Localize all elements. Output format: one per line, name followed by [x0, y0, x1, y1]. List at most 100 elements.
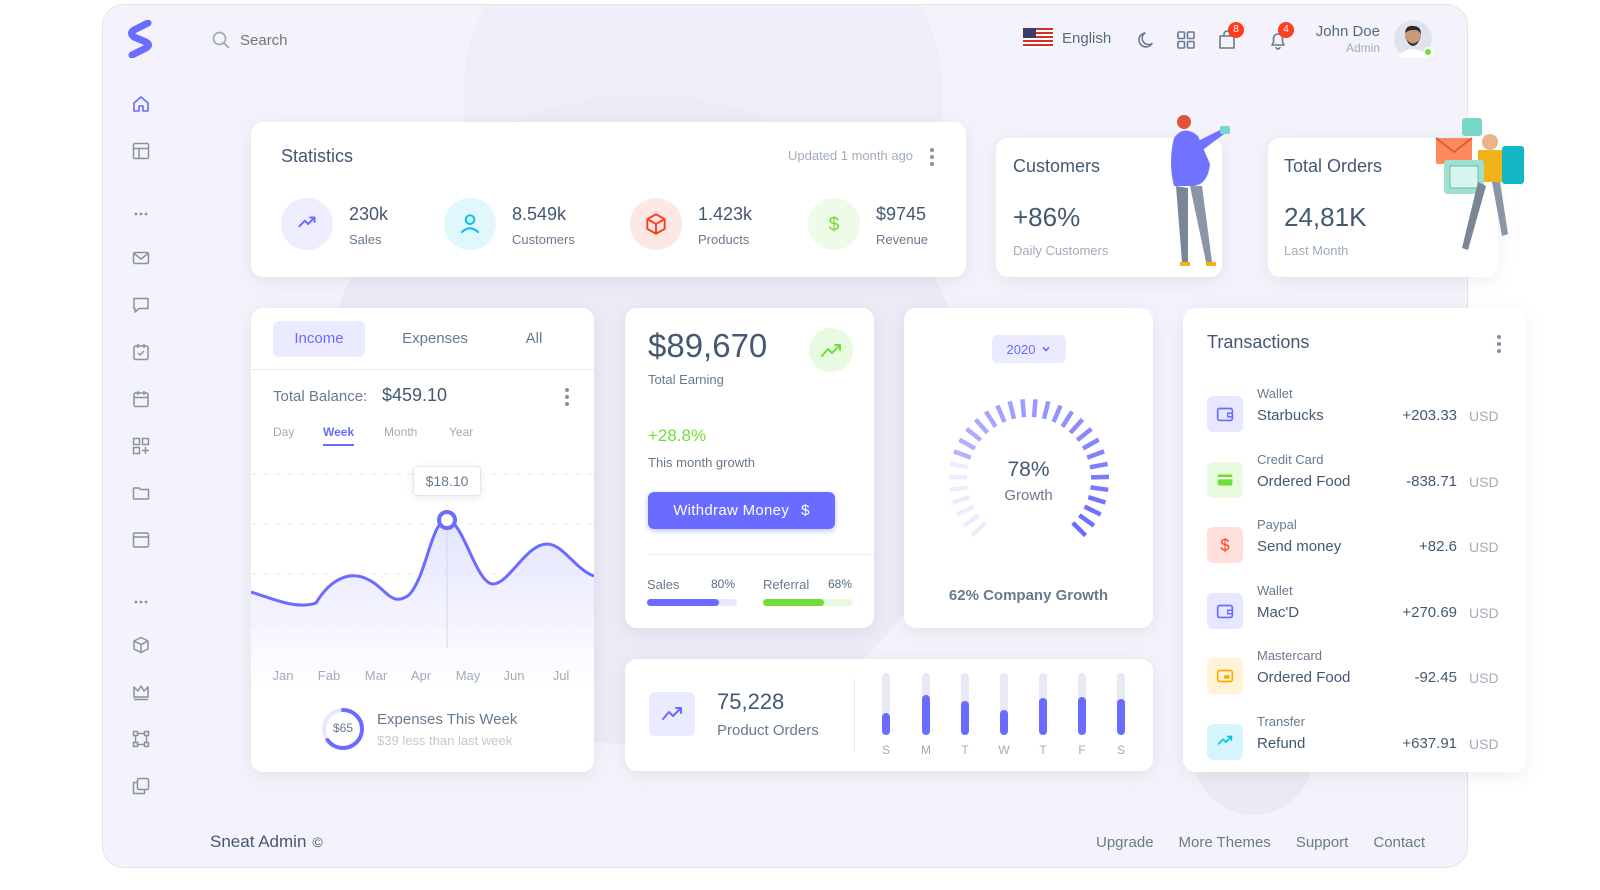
cube-icon: [646, 213, 666, 235]
vector-icon[interactable]: [131, 729, 151, 749]
transaction-row[interactable]: $ Paypal Send money +82.6 USD: [1183, 517, 1526, 569]
folder-icon[interactable]: [131, 483, 151, 503]
transaction-amount: +82.6: [1419, 538, 1457, 555]
shortcuts-button[interactable]: [1176, 30, 1196, 55]
crown-icon[interactable]: [131, 682, 151, 702]
tab-all[interactable]: All: [525, 330, 543, 347]
period-year[interactable]: Year: [449, 425, 474, 439]
transaction-name: Ordered Food: [1257, 472, 1351, 490]
user-icon: [460, 214, 480, 234]
growth-tick: [965, 427, 983, 442]
product-orders-card: 75,228 Product Orders S M T W T F S: [625, 659, 1153, 771]
user-info[interactable]: John Doe Admin: [1300, 23, 1380, 55]
day-label: F: [1078, 743, 1086, 757]
customers-label: Daily Customers: [1013, 243, 1109, 258]
stat-value: 230k: [349, 204, 389, 224]
transaction-row[interactable]: Wallet Starbucks +203.33 USD: [1183, 386, 1526, 438]
transaction-row[interactable]: Transfer Refund +637.91 USD: [1183, 714, 1526, 766]
footer-brand: Sneat Admin ©: [210, 832, 323, 852]
stat-item: $ $9745 Revenue: [808, 198, 958, 252]
balance-label: Total Balance:: [273, 388, 368, 405]
cart-button[interactable]: 8: [1217, 22, 1244, 55]
transaction-row[interactable]: Credit Card Ordered Food -838.71 USD: [1183, 452, 1526, 504]
layout-icon[interactable]: [131, 141, 151, 161]
search-icon: [212, 31, 230, 49]
growth-tick: [1083, 504, 1102, 517]
x-axis-label: Apr: [410, 668, 432, 683]
growth-tick: [1075, 427, 1093, 442]
window-icon[interactable]: [131, 530, 151, 550]
transaction-amount: +637.91: [1402, 734, 1457, 752]
transaction-name: Starbucks: [1257, 407, 1324, 424]
bar-track: [922, 673, 930, 735]
transaction-row[interactable]: Wallet Mac'D +270.69 USD: [1183, 583, 1526, 635]
year-dropdown[interactable]: 2020: [992, 335, 1066, 363]
stat-icon-badge: [281, 198, 333, 250]
growth-percent: 78%: [1007, 458, 1050, 481]
stat-icon-badge: [444, 198, 496, 250]
more-options-icon[interactable]: [565, 388, 569, 409]
transaction-icon-badge: [1207, 658, 1243, 694]
cube-icon[interactable]: [131, 635, 151, 655]
language-dropdown[interactable]: English: [1023, 28, 1111, 48]
trending-up-icon: [821, 344, 841, 357]
growth-tick: [1020, 399, 1027, 418]
transaction-icon-badge: [1207, 396, 1243, 432]
company-growth-text: 62% Company Growth: [948, 587, 1109, 604]
divider: [648, 554, 874, 555]
svg-text:$: $: [1220, 537, 1229, 555]
growth-tick: [1051, 404, 1063, 423]
mail-icon[interactable]: [131, 248, 151, 268]
brand-logo[interactable]: [126, 19, 156, 59]
sales-label: Sales: [647, 577, 680, 592]
search-bar[interactable]: [212, 30, 360, 50]
chat-icon[interactable]: [131, 295, 151, 315]
stat-label: Sales: [349, 232, 382, 247]
growth-label: This month growth: [648, 455, 755, 470]
footer-link-contact[interactable]: Contact: [1373, 834, 1426, 851]
growth-radial-chart: [948, 399, 1110, 538]
shopping-person-illustration: [1435, 118, 1524, 250]
more-options-icon[interactable]: [1497, 335, 1501, 356]
footer-link-more-themes[interactable]: More Themes: [1178, 834, 1271, 851]
person-illustration: [1171, 115, 1230, 266]
growth-tick: [1090, 485, 1109, 493]
more-options-icon[interactable]: [930, 148, 934, 169]
transaction-type: Mastercard: [1257, 648, 1323, 663]
growth-tick: [949, 485, 968, 493]
tab-income[interactable]: Income: [294, 330, 344, 347]
grid-plus-icon[interactable]: [131, 436, 151, 456]
footer-link-upgrade[interactable]: Upgrade: [1096, 834, 1154, 851]
period-week[interactable]: Week: [323, 425, 355, 446]
day-label: S: [1116, 743, 1125, 757]
transaction-name: Mac'D: [1257, 603, 1300, 621]
calendar-icon[interactable]: [131, 389, 151, 409]
notifications-button[interactable]: 4: [1268, 22, 1294, 55]
x-axis-label: Jan: [272, 668, 294, 683]
period-month[interactable]: Month: [384, 425, 418, 439]
sales-progress-fill: [647, 599, 719, 606]
withdraw-money-button[interactable]: Withdraw Money $: [648, 492, 835, 529]
tab-expenses[interactable]: Expenses: [402, 330, 468, 347]
growth-tick: [995, 404, 1007, 423]
footer-link-support[interactable]: Support: [1295, 834, 1349, 851]
copy-icon[interactable]: [131, 776, 151, 796]
transaction-row[interactable]: Mastercard Ordered Food -92.45 USD: [1183, 648, 1526, 700]
period-day[interactable]: Day: [273, 425, 295, 439]
chart-tooltip: $18.10: [413, 466, 481, 496]
tab-income-bg: [273, 321, 365, 357]
stat-value: $9745: [876, 204, 927, 224]
theme-toggle[interactable]: [1137, 30, 1157, 55]
search-input[interactable]: [240, 31, 360, 49]
x-axis-label: May: [455, 668, 481, 683]
copyright-icon: ©: [312, 834, 323, 850]
order-bar: [1078, 696, 1086, 735]
calendar-check-icon[interactable]: [131, 342, 151, 362]
active-point[interactable]: [437, 510, 457, 530]
avatar[interactable]: [1394, 20, 1433, 58]
balance-value: $459.10: [382, 385, 448, 405]
growth-tick: [1060, 410, 1074, 428]
home-icon[interactable]: [131, 94, 151, 114]
x-axis-label: Fab: [317, 668, 341, 683]
growth-tick: [962, 513, 980, 528]
